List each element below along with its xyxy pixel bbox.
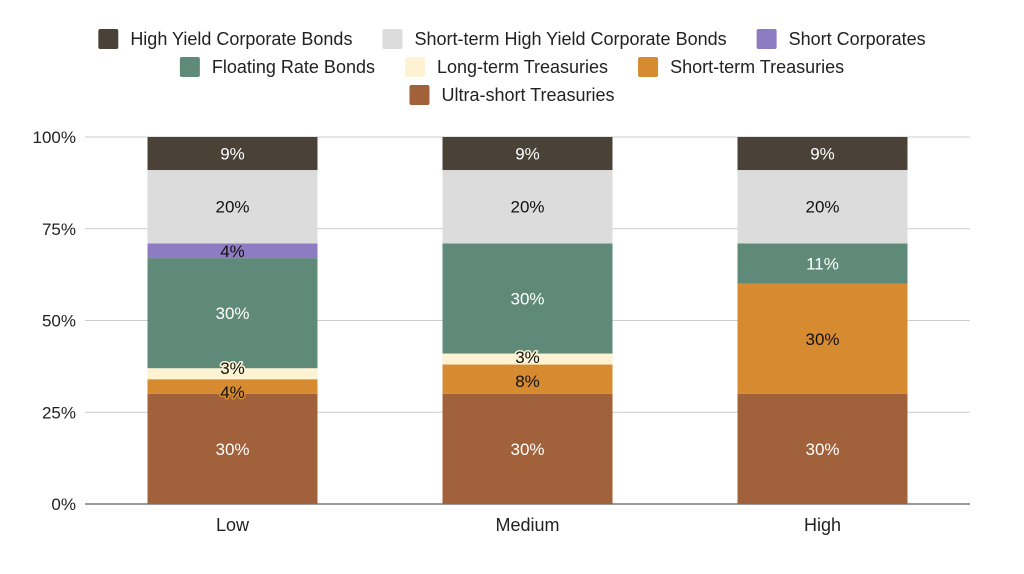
data-label: 30% bbox=[805, 440, 839, 459]
legend-label: Ultra-short Treasuries bbox=[441, 85, 614, 105]
legend-label: Short-term High Yield Corporate Bonds bbox=[414, 29, 726, 49]
data-label: 20% bbox=[510, 198, 544, 217]
data-label: 30% bbox=[510, 440, 544, 459]
data-label: 20% bbox=[805, 198, 839, 217]
legend-swatch bbox=[98, 29, 119, 49]
bar-segment bbox=[147, 170, 318, 244]
bar-segment bbox=[737, 283, 908, 394]
legend-label: Short-term Treasuries bbox=[670, 57, 844, 77]
x-category-label: High bbox=[804, 515, 841, 535]
data-label: 3% bbox=[220, 359, 245, 378]
data-label: 20% bbox=[215, 198, 249, 217]
bar-segment bbox=[147, 258, 318, 369]
bar-segment bbox=[147, 379, 318, 394]
data-label: 30% bbox=[510, 289, 544, 308]
bar-segment bbox=[737, 243, 908, 284]
bar-segment bbox=[442, 364, 613, 394]
x-category-label: Low bbox=[216, 515, 250, 535]
data-label: 4% bbox=[220, 242, 245, 261]
data-label: 8% bbox=[515, 372, 540, 391]
x-category-label: Medium bbox=[495, 515, 559, 535]
legend-label: High Yield Corporate Bonds bbox=[130, 29, 352, 49]
data-label: 3% bbox=[515, 348, 540, 367]
legend-swatch bbox=[756, 29, 777, 49]
legend-label: Short Corporates bbox=[789, 29, 926, 49]
data-label: 30% bbox=[215, 440, 249, 459]
data-label: 9% bbox=[810, 145, 835, 164]
legend-swatch bbox=[404, 57, 425, 77]
bar-segment bbox=[147, 393, 318, 504]
data-label: 11% bbox=[806, 255, 839, 274]
bar-segment bbox=[442, 137, 613, 171]
legend-swatch bbox=[638, 57, 659, 77]
legend-label: Floating Rate Bonds bbox=[212, 57, 375, 77]
bar-segment bbox=[147, 243, 318, 259]
legend-swatch bbox=[382, 29, 403, 49]
y-tick-label: 100% bbox=[33, 128, 76, 147]
y-tick-label: 50% bbox=[42, 312, 76, 331]
bar-segment bbox=[442, 353, 613, 365]
bar-segment bbox=[737, 170, 908, 244]
bar-segment bbox=[147, 137, 318, 171]
data-label: 9% bbox=[220, 145, 245, 164]
bar-segment bbox=[442, 243, 613, 354]
data-label: 9% bbox=[515, 145, 540, 164]
bar-segment bbox=[147, 368, 318, 380]
y-tick-label: 75% bbox=[42, 220, 76, 239]
data-label: 4% bbox=[220, 383, 245, 402]
legend-swatch bbox=[409, 85, 430, 105]
data-label: 30% bbox=[215, 304, 249, 323]
legend-label: Long-term Treasuries bbox=[437, 57, 608, 77]
bar-segment bbox=[737, 393, 908, 504]
y-tick-label: 0% bbox=[51, 495, 76, 514]
data-label: 30% bbox=[805, 330, 839, 349]
legend-swatch bbox=[179, 57, 200, 77]
bar-segment bbox=[442, 393, 613, 504]
bar-segment bbox=[442, 170, 613, 244]
y-tick-label: 25% bbox=[42, 403, 76, 422]
bar-segment bbox=[737, 137, 908, 171]
